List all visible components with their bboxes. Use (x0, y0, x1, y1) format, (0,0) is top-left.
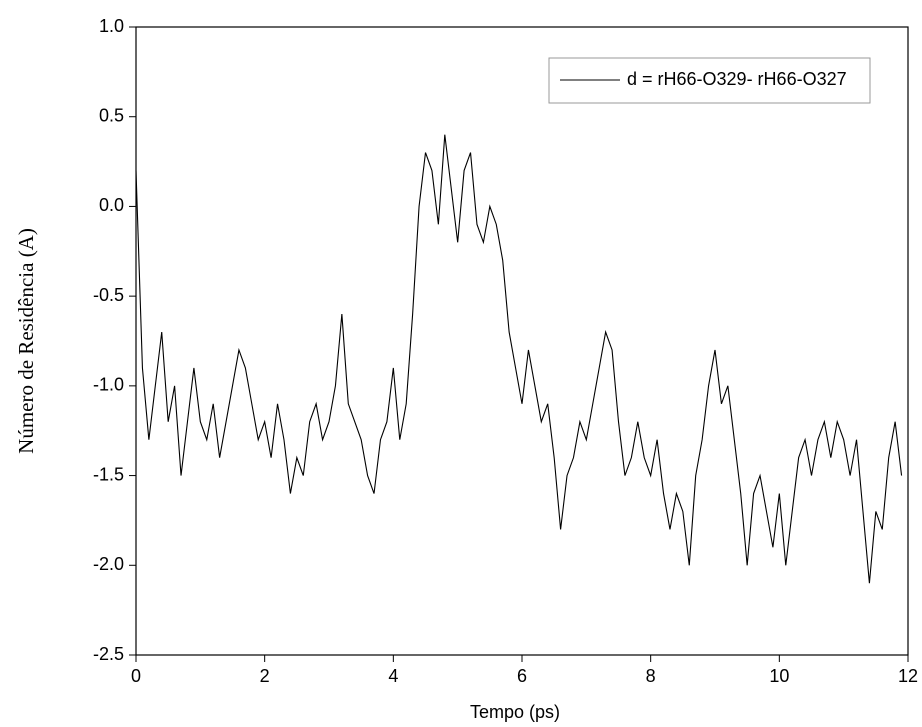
x-tick-label: 8 (646, 666, 656, 686)
y-tick-label: -2.0 (93, 554, 124, 574)
y-tick-label: -1.0 (93, 375, 124, 395)
y-tick-label: 0.5 (99, 105, 124, 125)
y-tick-label: -2.5 (93, 644, 124, 664)
x-tick-label: 2 (260, 666, 270, 686)
legend-label: d = rH66-O329- rH66-O327 (627, 69, 847, 89)
y-axis-label: Número de Residência (A) (14, 228, 38, 454)
x-tick-label: 6 (517, 666, 527, 686)
y-tick-label: -0.5 (93, 285, 124, 305)
y-tick-label: 0.0 (99, 195, 124, 215)
x-axis-label: Tempo (ps) (470, 702, 560, 722)
plot-frame (135, 26, 909, 656)
data-line (135, 134, 903, 584)
x-tick-label: 4 (388, 666, 398, 686)
x-tick-label: 10 (769, 666, 789, 686)
x-tick-label: 0 (131, 666, 141, 686)
y-tick-label: 1.0 (99, 16, 124, 36)
y-tick-label: -1.5 (93, 464, 124, 484)
x-tick-label: 12 (898, 666, 918, 686)
